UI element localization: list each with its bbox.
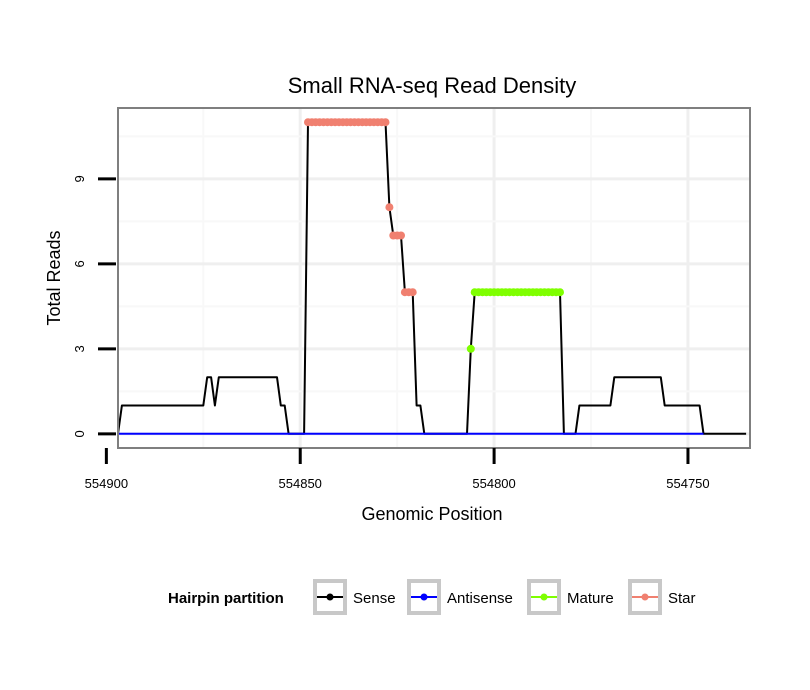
chart-title: Small RNA-seq Read Density bbox=[288, 73, 577, 98]
star-point bbox=[397, 231, 405, 240]
legend-title: Hairpin partition bbox=[168, 590, 284, 607]
mature-legend-label: Mature bbox=[567, 590, 614, 607]
mature-point bbox=[466, 344, 475, 353]
y-tick-label: 9 bbox=[72, 175, 87, 182]
sense-legend-point bbox=[326, 593, 334, 601]
star-point bbox=[381, 118, 390, 127]
y-tick-label: 3 bbox=[72, 345, 87, 352]
plot-border bbox=[117, 107, 751, 449]
sense-legend-label: Sense bbox=[353, 590, 396, 607]
x-tick-label: 554850 bbox=[279, 476, 322, 491]
series-layer bbox=[117, 118, 747, 435]
mature-point bbox=[556, 288, 564, 297]
antisense-legend-point bbox=[420, 593, 428, 601]
star-legend-label: Star bbox=[668, 590, 696, 607]
x-axis-title: Genomic Position bbox=[361, 504, 502, 524]
star-point bbox=[385, 203, 394, 212]
x-tick-label: 554800 bbox=[472, 476, 515, 491]
x-tick-label: 554900 bbox=[85, 476, 128, 491]
y-tick-label: 6 bbox=[72, 260, 87, 267]
mature-legend-point bbox=[540, 593, 548, 601]
star-point bbox=[408, 288, 417, 297]
antisense-legend-label: Antisense bbox=[447, 590, 513, 607]
axes: 554900 554850 554800 554750 0 3 6 9 bbox=[72, 175, 710, 491]
y-tick-label: 0 bbox=[72, 430, 87, 437]
star-legend-point bbox=[641, 593, 649, 601]
legend: Hairpin partition Sense Antisense Mature St… bbox=[168, 579, 696, 615]
x-tick-label: 554750 bbox=[666, 476, 709, 491]
y-axis-title: Total Reads bbox=[44, 230, 64, 325]
